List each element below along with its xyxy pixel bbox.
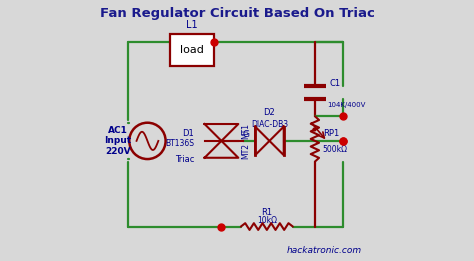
Text: Fan Regulator Circuit Based On Triac: Fan Regulator Circuit Based On Triac	[100, 7, 374, 20]
Text: BT136S: BT136S	[165, 139, 194, 148]
Text: D2: D2	[264, 108, 275, 117]
Text: AC1: AC1	[108, 126, 128, 135]
Text: 104K/400V: 104K/400V	[327, 102, 365, 108]
Text: D1: D1	[182, 129, 194, 138]
Text: Input: Input	[104, 137, 131, 145]
Text: hackatronic.com: hackatronic.com	[286, 246, 362, 255]
Text: RP1: RP1	[323, 129, 339, 138]
Text: MT2: MT2	[241, 143, 250, 159]
Text: 220V: 220V	[105, 147, 130, 156]
Text: 10kΩ: 10kΩ	[257, 216, 277, 225]
Text: load: load	[180, 45, 203, 55]
Text: DIAC-DB3: DIAC-DB3	[251, 120, 288, 128]
Text: MT1: MT1	[241, 123, 250, 139]
Text: G: G	[242, 130, 249, 139]
Text: 500kΩ: 500kΩ	[323, 145, 347, 154]
Text: L1: L1	[186, 20, 197, 30]
Text: R1: R1	[261, 208, 273, 217]
FancyBboxPatch shape	[170, 34, 214, 66]
Text: Triac: Triac	[175, 155, 194, 164]
Text: C1: C1	[330, 79, 341, 88]
